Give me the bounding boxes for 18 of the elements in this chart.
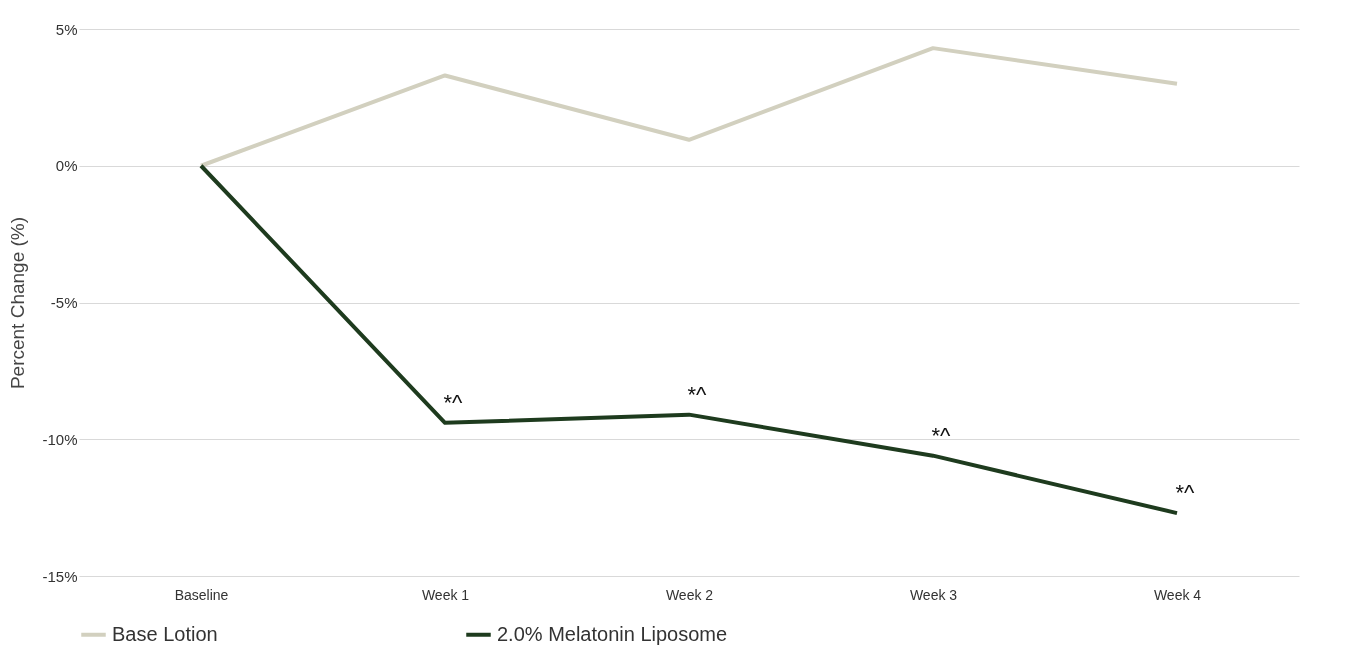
- x-tick-label: Week 1: [421, 586, 470, 603]
- legend-label: Base Lotion: [112, 622, 218, 645]
- annotation: *^: [443, 389, 464, 415]
- y-tick-label: -10%: [42, 430, 78, 448]
- annotation: *^: [1175, 480, 1196, 506]
- annotation: *^: [931, 422, 952, 448]
- y-tick-label: -5%: [50, 294, 78, 311]
- y-tick-label: -15%: [42, 567, 78, 585]
- x-tick-label: Baseline: [174, 586, 229, 603]
- annotation: *^: [687, 381, 708, 407]
- x-tick-label: Week 4: [1153, 586, 1202, 603]
- y-tick-label: 0%: [55, 157, 78, 175]
- y-axis-title: Percent Change (%): [7, 216, 29, 390]
- y-tick-label: 5%: [55, 20, 78, 38]
- legend-label: 2.0% Melatonin Liposome: [497, 622, 728, 645]
- x-tick-label: Week 2: [665, 586, 714, 603]
- x-tick-label: Week 3: [909, 586, 958, 603]
- line-series: [199, 46, 1179, 168]
